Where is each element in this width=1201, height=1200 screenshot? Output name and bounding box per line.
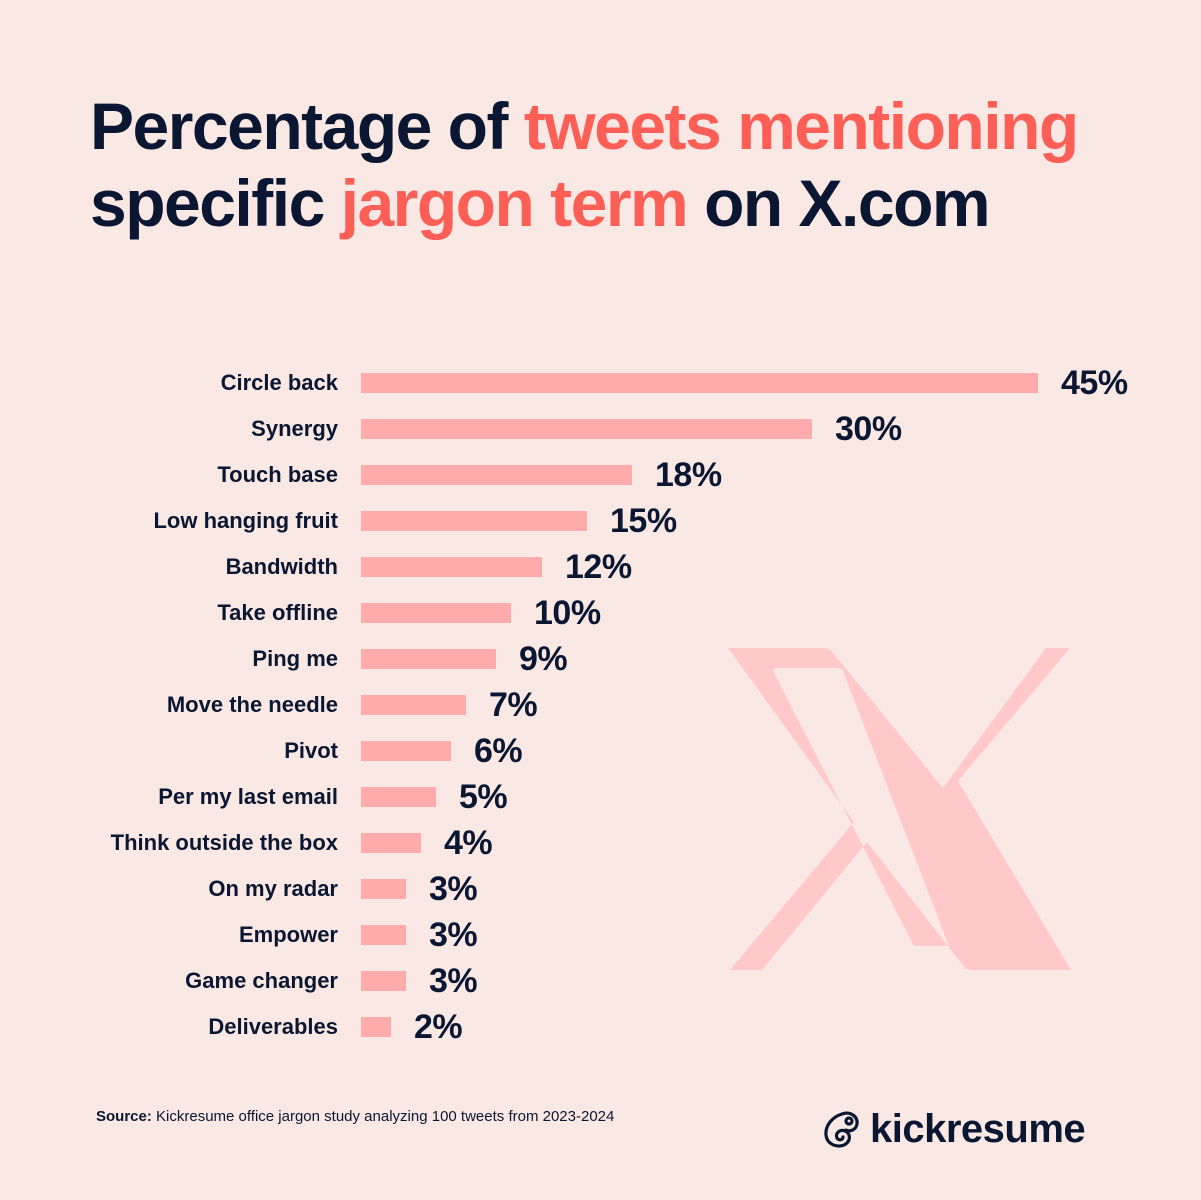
bar (361, 557, 542, 577)
value-label: 7% (489, 686, 538, 724)
category-label: Move the needle (166, 692, 338, 717)
category-label: Synergy (251, 416, 338, 441)
bar-row: Low hanging fruit 15% (0, 498, 1201, 544)
category-label: Touch base (217, 462, 338, 487)
value-label: 15% (610, 502, 677, 540)
value-label: 30% (835, 410, 902, 448)
bar (361, 373, 1038, 393)
bar (361, 511, 587, 531)
value-label: 2% (414, 1008, 463, 1046)
title-segment: jargon (340, 166, 535, 240)
bar (361, 925, 406, 945)
bar-row: Game changer 3% (0, 958, 1201, 1004)
value-label: 45% (1061, 364, 1128, 402)
bar (361, 465, 632, 485)
source-label: Source: (96, 1108, 152, 1125)
category-label: Circle back (220, 370, 338, 395)
bar-row: Ping me 9% (0, 636, 1201, 682)
bar (361, 649, 496, 669)
category-label: Bandwidth (225, 554, 338, 579)
title-segment: term (550, 166, 689, 240)
bar (361, 603, 511, 623)
value-label: 3% (429, 916, 478, 954)
bar-row: Deliverables 2% (0, 1004, 1201, 1050)
bar-row: Pivot 6% (0, 728, 1201, 774)
bar-row: Take offline 10% (0, 590, 1201, 636)
bar (361, 787, 436, 807)
value-label: 5% (459, 778, 508, 816)
bar (361, 695, 466, 715)
value-label: 10% (534, 594, 601, 632)
bar (361, 1017, 391, 1037)
title-segment: on X.com (687, 166, 991, 240)
bar-row: Synergy 30% (0, 406, 1201, 452)
bar (361, 419, 812, 439)
value-label: 18% (655, 456, 722, 494)
title-segment: mentioning (737, 89, 1079, 163)
title-segment: Percentage of (90, 89, 524, 163)
bar-row: Think outside the box 4% (0, 820, 1201, 866)
category-label: Ping me (252, 646, 338, 671)
category-label: Think outside the box (110, 830, 338, 855)
category-label: Game changer (185, 968, 338, 993)
category-label: On my radar (208, 876, 338, 901)
bar-row: Bandwidth 12% (0, 544, 1201, 590)
bar (361, 833, 421, 853)
chart-title: Percentage of tweets mentioning specific… (90, 88, 1090, 242)
value-label: 9% (519, 640, 568, 678)
value-label: 3% (429, 870, 478, 908)
value-label: 12% (565, 548, 632, 586)
bar (361, 741, 451, 761)
bar-row: Touch base 18% (0, 452, 1201, 498)
bar (361, 879, 406, 899)
category-label: Per my last email (158, 784, 338, 809)
bar-row: Move the needle 7% (0, 682, 1201, 728)
bar-chart: Circle back 45% Synergy 30% Touch base 18% Low… (0, 360, 1201, 1050)
category-label: Empower (238, 922, 338, 947)
value-label: 3% (429, 962, 478, 1000)
brand-wordmark: kickresume (870, 1106, 1086, 1151)
bar-row: On my radar 3% (0, 866, 1201, 912)
bar-row: Circle back 45% (0, 360, 1201, 406)
value-label: 6% (474, 732, 523, 770)
x-logo-icon (728, 648, 1071, 970)
category-label: Deliverables (208, 1014, 338, 1039)
title-segment: specific (90, 166, 341, 240)
category-label: Pivot (284, 738, 338, 763)
bar (361, 971, 406, 991)
category-label: Take offline (217, 600, 338, 625)
brand-logo: kickresume (820, 1106, 1086, 1152)
bar-row: Per my last email 5% (0, 774, 1201, 820)
title-segment: tweets (523, 89, 722, 163)
value-label: 4% (444, 824, 493, 862)
chameleon-logo-icon (824, 1111, 859, 1148)
bar-row: Empower 3% (0, 912, 1201, 958)
source-note: Source: Kickresume office jargon study a… (96, 1108, 614, 1125)
source-text: Kickresume office jargon study analyzing… (151, 1108, 615, 1125)
category-label: Low hanging fruit (153, 508, 338, 533)
